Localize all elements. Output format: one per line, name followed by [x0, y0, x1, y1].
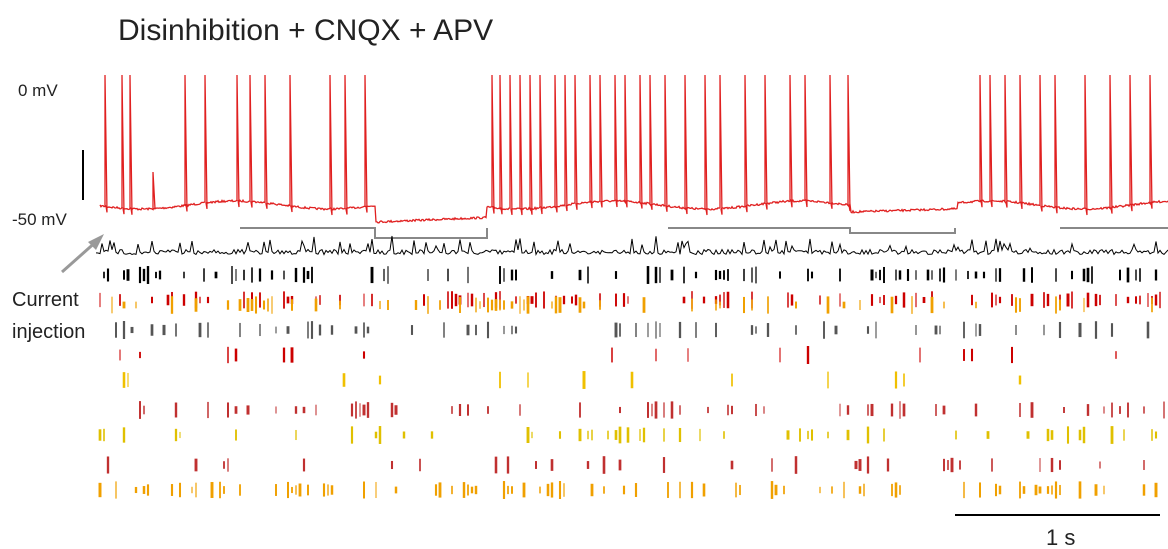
current-step: [668, 227, 956, 234]
membrane-trace: [99, 74, 1168, 224]
arrow-head: [88, 234, 104, 250]
traces: [95, 74, 1168, 499]
annotation-line: Current: [12, 289, 79, 311]
field-trace: [95, 235, 1168, 257]
current-step: [240, 227, 488, 239]
bottom-voltage-label: -50 mV: [12, 210, 67, 229]
annotation-line: injection: [12, 321, 85, 343]
title: Disinhibition + CNQX + APV: [118, 14, 493, 47]
top-voltage-label: 0 mV: [18, 81, 58, 100]
scale-label: 1 s: [1046, 525, 1075, 549]
